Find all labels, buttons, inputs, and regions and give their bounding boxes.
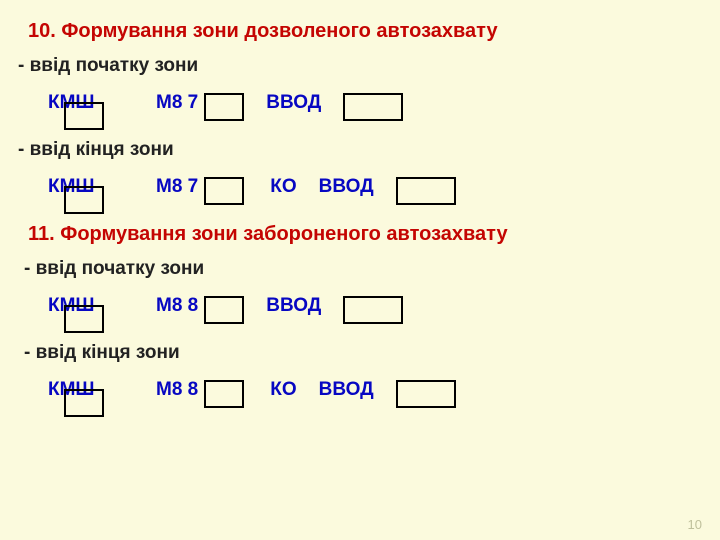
- box-kmsh-overlay: [64, 389, 104, 417]
- box-tail: [396, 380, 456, 408]
- page-number: 10: [688, 517, 702, 532]
- section-11-heading: 11. Формування зони забороненого автозах…: [28, 223, 702, 246]
- token-ko: КО: [270, 176, 296, 198]
- token-vvod: ВВОД: [266, 295, 321, 317]
- section-11-start-label: - ввід початку зони: [24, 258, 702, 280]
- box-kmsh-overlay: [64, 305, 104, 333]
- box-mid: [204, 93, 244, 121]
- row-11-start: КМШ М8 8 ВВОД: [48, 288, 702, 324]
- token-m87: М8 7: [156, 176, 198, 198]
- section-10-start-label: - ввід початку зони: [18, 55, 702, 77]
- box-kmsh-overlay: [64, 186, 104, 214]
- box-mid: [204, 380, 244, 408]
- token-ko: КО: [270, 379, 296, 401]
- token-vvod: ВВОД: [266, 92, 321, 114]
- box-tail: [343, 296, 403, 324]
- box-tail: [343, 93, 403, 121]
- token-m87: М8 7: [156, 92, 198, 114]
- token-vvod: ВВОД: [319, 379, 374, 401]
- box-mid: [204, 296, 244, 324]
- row-11-end: КМШ М8 8 КО ВВОД: [48, 372, 702, 408]
- box-tail: [396, 177, 456, 205]
- token-m88: М8 8: [156, 295, 198, 317]
- section-10-heading: 10. Формування зони дозволеного автозахв…: [28, 20, 702, 43]
- row-10-end: КМШ М8 7 КО ВВОД: [48, 169, 702, 205]
- box-mid: [204, 177, 244, 205]
- token-vvod: ВВОД: [319, 176, 374, 198]
- section-11-end-label: - ввід кінця зони: [24, 342, 702, 364]
- section-10-end-label: - ввід кінця зони: [18, 139, 702, 161]
- box-kmsh-overlay: [64, 102, 104, 130]
- token-m88: М8 8: [156, 379, 198, 401]
- row-10-start: КМШ М8 7 ВВОД: [48, 85, 702, 121]
